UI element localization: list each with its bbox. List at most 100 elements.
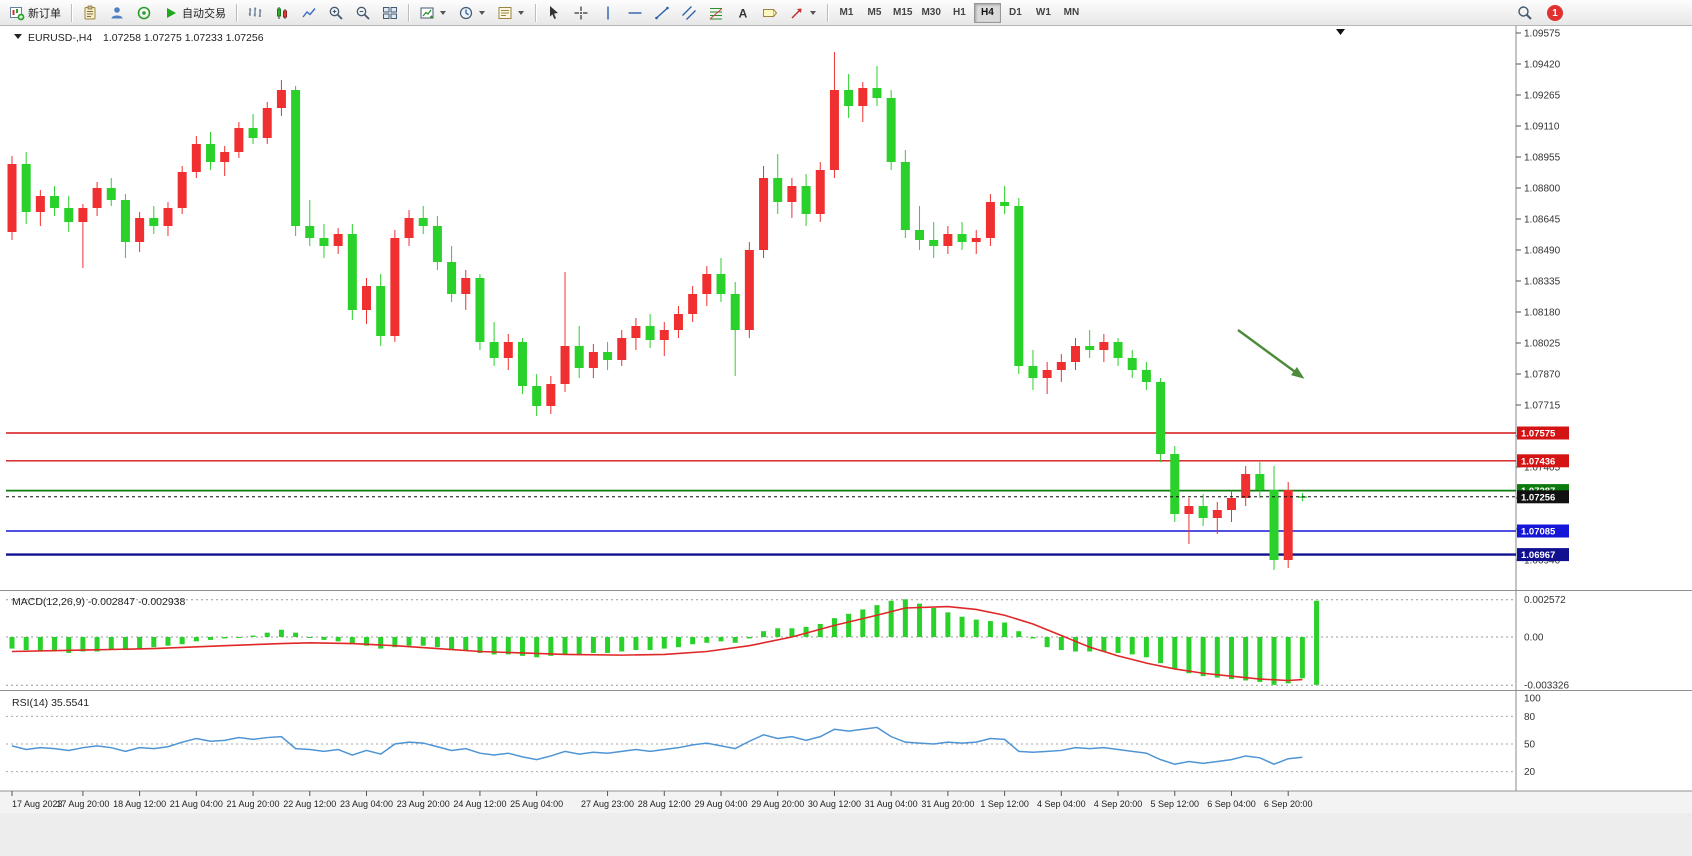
timeframe-button-m1[interactable]: M1 [833,3,860,23]
zoom-out-icon [356,6,370,20]
svg-text:29 Aug 20:00: 29 Aug 20:00 [751,799,804,809]
macd-bar [434,637,440,648]
horizontal-line-tool-button[interactable] [622,2,648,24]
trend-arrow[interactable] [1237,329,1299,375]
crosshair-tool-button[interactable] [568,2,594,24]
chart-canvas[interactable]: 1.09575 1.09420 1.09265 1.09110 1.08955 1.088… [0,26,1692,856]
profile-button[interactable] [104,2,130,24]
macd-bar [1172,637,1178,669]
macd-bar [661,637,667,649]
zoom-out-button[interactable] [350,2,376,24]
macd-bar [973,619,979,637]
channel-tool-button[interactable] [676,2,702,24]
candle [390,238,400,336]
timeframe-button-m15[interactable]: M15 [889,3,916,23]
svg-text:27 Aug 23:00: 27 Aug 23:00 [581,799,634,809]
macd-bar [789,628,795,637]
toolbar-right: 1 [1512,0,1563,26]
macd-bar [1285,637,1291,684]
svg-text:31 Aug 04:00: 31 Aug 04:00 [865,799,918,809]
macd-bar [775,628,781,637]
candlestick-chart-button[interactable] [269,2,295,24]
timeframe-group: M1 M5 M15 M30 H1 H4 D1 W1 MN [833,2,1085,23]
macd-bar [66,637,72,653]
candle [603,352,613,360]
tile-windows-button[interactable] [377,2,403,24]
timeframe-button-h4[interactable]: H4 [973,2,1001,23]
clipboard-button[interactable] [77,2,103,24]
candle [1255,474,1265,490]
symbol-dropdown-icon[interactable] [14,34,22,39]
chart-shift-marker[interactable] [1336,29,1345,35]
rsi-label: RSI(14) 35.5541 [12,697,89,709]
macd-bar [1129,637,1135,655]
label-tool-button[interactable] [757,2,783,24]
fibonacci-tool-button[interactable] [703,2,729,24]
macd-bar [562,637,568,655]
macd-bar [264,632,270,637]
new-order-button[interactable]: 新订单 [4,2,66,24]
macd-bar [137,637,143,649]
timeframe-button-d1[interactable]: D1 [1002,3,1029,23]
macd-bar [1186,637,1192,674]
macd-bar [420,637,426,646]
macd-bar [1115,637,1121,653]
svg-text:-0.003326: -0.003326 [1524,681,1569,692]
vertical-line-tool-button[interactable] [595,2,621,24]
zoom-in-button[interactable] [323,2,349,24]
candle [546,384,556,406]
svg-text:22 Aug 12:00: 22 Aug 12:00 [283,799,336,809]
svg-text:1.09110: 1.09110 [1524,122,1560,133]
svg-text:20: 20 [1524,767,1536,778]
templates-button[interactable] [492,2,530,24]
trendline-tool-button[interactable] [649,2,675,24]
timeframe-button-mn[interactable]: MN [1058,3,1085,23]
candle [829,90,839,170]
cursor-tool-button[interactable] [541,2,567,24]
svg-text:18 Aug 12:00: 18 Aug 12:00 [113,799,166,809]
candle [120,200,130,242]
search-button[interactable] [1512,2,1538,24]
candle [929,240,939,246]
crosshair-icon [574,6,588,19]
candle [220,152,230,162]
notification-badge[interactable]: 1 [1547,5,1563,21]
support-button[interactable] [131,2,157,24]
macd-bar [761,631,767,637]
horizontal-lines[interactable] [6,432,1516,556]
time-axis[interactable] [0,791,1692,813]
svg-text:17 Aug 2023: 17 Aug 2023 [12,799,63,809]
profile-icon [111,6,123,18]
line-chart-button[interactable] [296,2,322,24]
indicators-button[interactable] [414,2,452,24]
auto-trading-button[interactable]: 自动交易 [158,2,231,24]
timeframe-button-h1[interactable]: H1 [946,3,973,23]
candle [333,234,343,246]
text-tool-button[interactable]: A [730,2,756,24]
macd-bar [1044,637,1050,648]
shapes-tool-button[interactable] [784,2,822,24]
macd-bar [307,637,313,638]
periods-button[interactable] [453,2,491,24]
bar-chart-button[interactable] [242,2,268,24]
candle [1198,506,1208,518]
macd-bar [846,613,852,637]
price-scale[interactable] [1516,26,1692,791]
candle [787,186,797,202]
svg-text:6 Sep 20:00: 6 Sep 20:00 [1264,799,1313,809]
candle [815,170,825,214]
horizontal-line-icon [628,11,642,14]
macd-bar [1299,637,1305,679]
candle [319,238,329,246]
toolbar-separator [236,3,237,22]
dropdown-caret-icon [518,10,524,15]
timeframe-button-m30[interactable]: M30 [917,3,944,23]
candle [617,338,627,360]
timeframe-button-m5[interactable]: M5 [861,3,888,23]
macd-bar [690,637,696,645]
timeframe-button-w1[interactable]: W1 [1030,3,1057,23]
candle [362,286,371,310]
svg-text:1.08490: 1.08490 [1524,246,1561,257]
chart-background [0,26,1692,856]
macd-bar [902,599,908,637]
